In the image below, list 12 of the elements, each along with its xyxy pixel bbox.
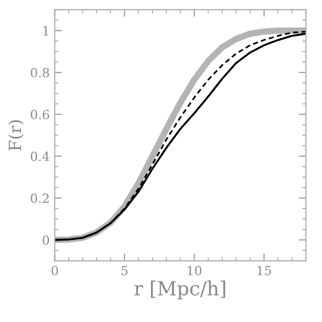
- x-axis-title: r [Mpc/h]: [134, 280, 226, 300]
- y-tick-label: 0.4: [30, 152, 50, 162]
- x-tick-label: 10: [188, 266, 202, 276]
- y-tick-label: 0: [42, 235, 50, 245]
- x-tick-label: 0: [52, 266, 58, 276]
- y-tick-label: 1: [43, 26, 48, 36]
- y-tick-label: 0.2: [30, 194, 49, 203]
- x-tick-label: 15: [258, 266, 272, 276]
- x-tick-label: 5: [122, 266, 128, 276]
- y-tick-label: 0.8: [30, 68, 50, 78]
- y-tick-label: 0.6: [30, 110, 50, 120]
- y-axis-title: F(r): [8, 120, 24, 151]
